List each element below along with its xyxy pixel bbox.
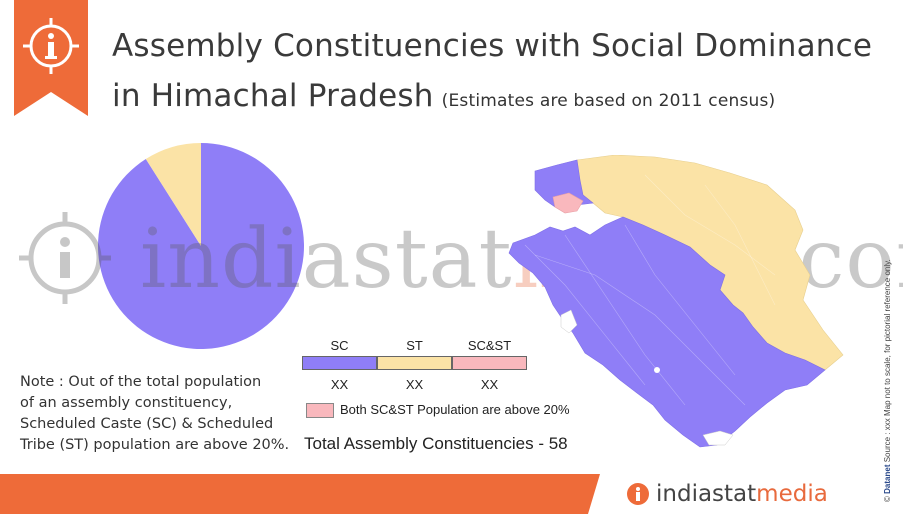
map-region-sc-st	[552, 192, 584, 214]
note-text: Note : Out of the total population of an…	[20, 372, 295, 456]
legend-label-sc: SC	[330, 338, 349, 353]
legend-both-swatch	[306, 403, 334, 419]
source-text: Source : xxx Map not to scale, for picto…	[883, 259, 892, 463]
legend-value-sc-st: XX	[480, 377, 499, 392]
legend-swatch-st	[377, 356, 452, 370]
datanet-brand: Datanet	[883, 464, 892, 494]
footer-logo: indiastatmedia	[626, 474, 828, 514]
footer-bar	[0, 474, 903, 514]
footer-info-icon	[627, 483, 649, 505]
pie-slice-st	[145, 143, 201, 246]
legend-both-label: Both SC&ST Population are above 20%	[340, 402, 570, 417]
note-line: Scheduled Caste (SC) & Scheduled	[20, 416, 274, 432]
source-note: © Datanet Source : xxx Map not to scale,…	[883, 259, 892, 502]
note-line: of an assembly constituency,	[20, 395, 233, 411]
copyright-symbol: ©	[883, 496, 892, 502]
map-region-sc	[508, 159, 826, 448]
title-census-note: (Estimates are based on 2011 census)	[441, 91, 776, 111]
legend-swatch-sc	[302, 356, 377, 370]
legend-label-sc-st: SC&ST	[467, 338, 512, 353]
legend-both-row: Both SC&ST Population are above 20%	[306, 402, 570, 419]
note-line: Note : Out of the total population	[20, 374, 262, 390]
legend-label-st: ST	[406, 338, 423, 353]
page-title-line2-text: in Himachal Pradesh	[112, 78, 434, 114]
page-title-line1: Assembly Constituencies with Social Domi…	[112, 28, 873, 64]
page-title-line2: in Himachal Pradesh (Estimates are based …	[112, 78, 775, 114]
footer-brand-part2: media	[756, 481, 828, 507]
footer-brand-part1: indiastat	[656, 481, 757, 507]
legend-value-sc: XX	[330, 377, 349, 392]
total-constituencies: Total Assembly Constituencies - 58	[304, 434, 568, 453]
himachal-pradesh-map	[508, 155, 844, 448]
pie-chart	[98, 143, 304, 349]
legend-value-st: XX	[405, 377, 424, 392]
note-line: Tribe (ST) population are above 20%.	[20, 437, 290, 453]
legend-swatch-sc-st	[452, 356, 527, 370]
info-icon	[23, 18, 79, 74]
header-ribbon	[14, 0, 88, 116]
footer-brand: indiastatmedia	[656, 481, 828, 507]
pie-slice-sc	[98, 143, 304, 349]
